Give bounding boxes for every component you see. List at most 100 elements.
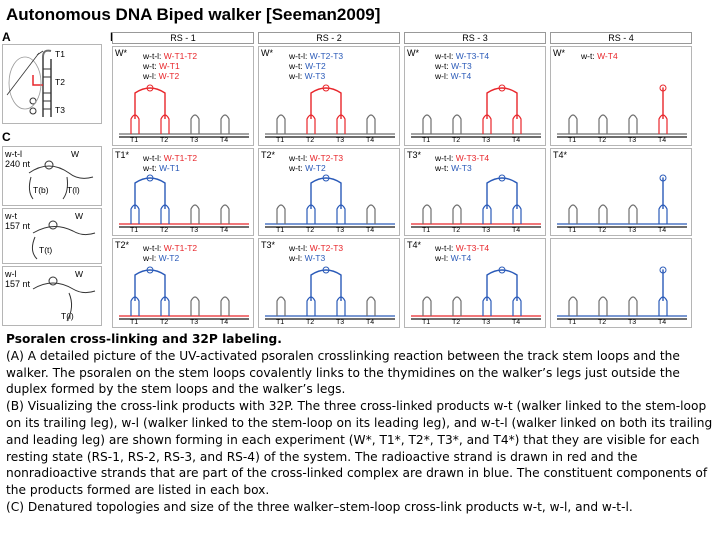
- panel-a-label-t2: T2: [55, 77, 65, 87]
- slide-title: Autonomous DNA Biped walker [Seeman2009]: [6, 5, 381, 24]
- grid-cell: T1 T2 T3 T4 T3* w-t-l: W-T3-T4 w-t: W-T3: [404, 148, 546, 236]
- product-components: W-T3: [451, 61, 472, 71]
- panel-c-label-wtl: w-t-l 240 nt: [5, 149, 31, 169]
- product-components: W-T3: [304, 71, 326, 81]
- wl-topology: [32, 276, 96, 322]
- walker-track-diagram: [411, 84, 541, 138]
- track-label: T4: [658, 137, 667, 144]
- product-type: w-t:: [435, 61, 452, 71]
- experiment-tag: T2*: [115, 240, 130, 250]
- track-label: T3: [628, 227, 637, 234]
- product-line: w-l: W-T2: [143, 253, 197, 263]
- track-label: T1: [276, 227, 285, 234]
- track-label: T2: [160, 137, 169, 144]
- track-label: T2: [452, 319, 461, 326]
- track-label: T3: [628, 319, 637, 326]
- grid-cell: T1 T2 T3 T4 T2* w-t-l: W-T2-T3 w-t: W-T2: [258, 148, 400, 236]
- wtl-topology: [28, 160, 94, 200]
- product-type: w-l:: [435, 253, 451, 263]
- track-label: T2: [306, 137, 315, 144]
- track-label: T4: [658, 227, 667, 234]
- product-type: w-l:: [289, 71, 305, 81]
- wt-topology: [31, 220, 96, 260]
- walker-track-diagram: [265, 174, 395, 228]
- experiment-tag: T1*: [115, 150, 130, 160]
- grid-cell: T1 T2 T3 T4 T3* w-t-l: W-T2-T3 w-l: W-T3: [258, 238, 400, 328]
- track-label: T2: [160, 319, 169, 326]
- panel-label-a: A: [2, 30, 11, 44]
- track-label: T3: [336, 137, 345, 144]
- track-label: T4: [658, 319, 667, 326]
- product-components: W-T1: [159, 163, 180, 173]
- product-line: w-t: W-T2: [289, 61, 343, 71]
- track-label: T1: [276, 137, 285, 144]
- panel-c-label-wl: w-l 157 nt: [5, 269, 31, 289]
- panel-label-c: C: [2, 130, 11, 144]
- product-line: w-l: W-T3: [289, 71, 343, 81]
- product-type: w-t-l:: [143, 153, 164, 163]
- product-type: w-l:: [289, 253, 305, 263]
- track-label: T2: [306, 227, 315, 234]
- product-legend: w-t-l: W-T2-T3 w-t: W-T2: [289, 153, 343, 173]
- track-label: T4: [220, 137, 229, 144]
- product-components: W-T2: [305, 163, 326, 173]
- panel-c-leg-wl: T(l): [61, 311, 74, 321]
- product-legend: w-t-l: W-T3-T4 w-t: W-T3: [435, 153, 489, 173]
- product-line: w-t-l: W-T3-T4: [435, 243, 489, 253]
- track-label: T1: [130, 319, 139, 326]
- product-line: w-t-l: W-T2-T3: [289, 153, 343, 163]
- experiment-tag: T4*: [553, 150, 568, 160]
- rs-header-3: RS - 3: [404, 32, 546, 44]
- track-label: T1: [422, 227, 431, 234]
- product-line: w-t: W-T4: [581, 51, 618, 61]
- track-label: T4: [366, 319, 375, 326]
- product-components: W-T3: [451, 163, 472, 173]
- caption-part-c: (C) Denatured topologies and size of the…: [6, 499, 633, 514]
- experiment-tag: W*: [407, 48, 419, 58]
- product-components: W-T1-T2: [163, 51, 198, 61]
- product-components: W-T3: [304, 253, 326, 263]
- rs-header-2: RS - 2: [258, 32, 400, 44]
- walker-track-diagram: [119, 266, 249, 320]
- track-label: T2: [452, 137, 461, 144]
- walker-track-diagram: [411, 174, 541, 228]
- product-line: w-t: W-T3: [435, 163, 489, 173]
- walker-track-diagram: [557, 266, 687, 320]
- track-label: T4: [220, 227, 229, 234]
- track-label: T3: [190, 227, 199, 234]
- panel-c-w-wt: W: [75, 211, 84, 221]
- track-label: T3: [628, 137, 637, 144]
- track-label: T3: [336, 319, 345, 326]
- product-legend: w-t-l: W-T1-T2 w-l: W-T2: [143, 243, 197, 263]
- product-components: W-T2: [158, 253, 180, 263]
- product-components: W-T3-T4: [455, 153, 490, 163]
- product-type: w-t-l:: [435, 243, 456, 253]
- grid-cell: T1 T2 T3 T4 T1* w-t-l: W-T1-T2 w-t: W-T1: [112, 148, 254, 236]
- product-type: w-t:: [289, 61, 306, 71]
- walker-track-diagram: [265, 84, 395, 138]
- panel-c-w-wtl: W: [71, 149, 80, 159]
- product-type: w-l:: [435, 71, 451, 81]
- track-label: T2: [160, 227, 169, 234]
- product-legend: w-t-l: W-T2-T3 w-l: W-T3: [289, 243, 343, 263]
- product-type: w-t-l:: [143, 51, 164, 61]
- product-legend: w-t-l: W-T2-T3 w-t: W-T2 w-l: W-T3: [289, 51, 343, 81]
- panel-c-leg-wt: T(t): [39, 245, 53, 255]
- grid-cell: T1 T2 T3 T4 T4*: [550, 148, 692, 236]
- panel-a-label-t3: T3: [55, 105, 65, 115]
- walker-track-diagram: [119, 84, 249, 138]
- experiment-tag: W*: [553, 48, 565, 58]
- product-line: w-l: W-T4: [435, 71, 489, 81]
- track-label: T3: [336, 227, 345, 234]
- product-components: W-T1: [159, 61, 180, 71]
- track-label: T1: [568, 319, 577, 326]
- grid-cell: T1 T2 T3 T4 W* w-t-l: W-T1-T2 w-t: W-T1 w-l: W-…: [112, 46, 254, 146]
- product-legend: w-t: W-T4: [581, 51, 618, 61]
- track-label: T1: [422, 137, 431, 144]
- product-components: W-T2: [158, 71, 180, 81]
- panel-c-label-wt: w-t 157 nt: [5, 211, 31, 231]
- product-components: W-T4: [597, 51, 618, 61]
- track-label: T1: [568, 227, 577, 234]
- track-label: T3: [482, 137, 491, 144]
- product-line: w-t-l: W-T1-T2: [143, 153, 197, 163]
